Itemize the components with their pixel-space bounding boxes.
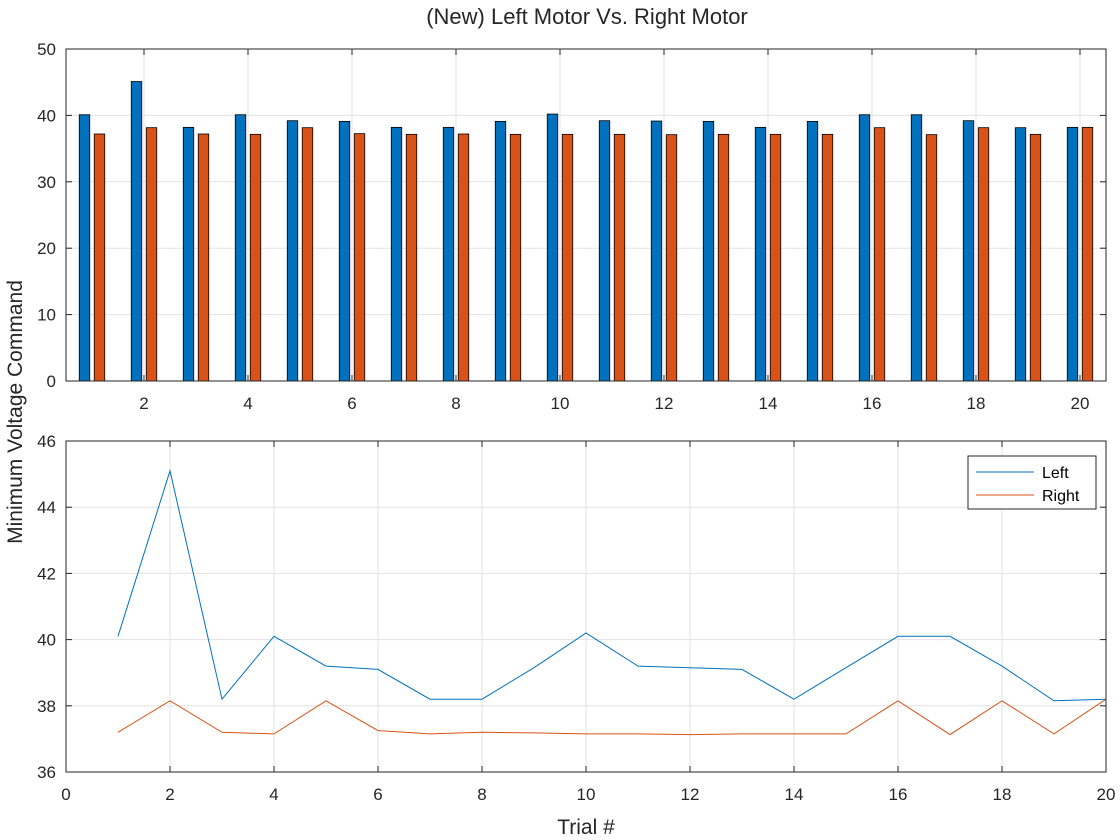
axes-box xyxy=(65,48,1107,382)
x-tick-label: 2 xyxy=(139,394,148,413)
y-tick-label: 0 xyxy=(47,372,56,391)
bar xyxy=(650,120,663,382)
y-tick-label: 50 xyxy=(37,40,56,59)
bar-plot: 2 4 6 8 10 12 14 16 18 20 0 10 20 30 40 50 xyxy=(37,40,1107,413)
x-tick-label: 8 xyxy=(477,785,486,804)
y-tick-label: 40 xyxy=(37,106,56,125)
bar xyxy=(249,133,262,382)
plot-area xyxy=(66,49,1106,381)
bar xyxy=(613,133,626,382)
x-tick-label: 18 xyxy=(967,394,986,413)
bar xyxy=(1081,126,1094,382)
bar xyxy=(78,114,91,382)
bar xyxy=(1014,127,1027,382)
legend-label-left: Left xyxy=(1042,465,1069,482)
x-tick-label: 6 xyxy=(347,394,356,413)
x-tick-label: 10 xyxy=(551,394,570,413)
x-tick-label: 6 xyxy=(373,785,382,804)
x-tick-label: 20 xyxy=(1097,785,1116,804)
x-tick-label: 10 xyxy=(577,785,596,804)
bar xyxy=(405,133,418,382)
x-axis-label: Trial # xyxy=(557,816,615,839)
x-tick-label: 16 xyxy=(889,785,908,804)
bar xyxy=(494,120,507,382)
x-tick-label: 0 xyxy=(61,785,70,804)
bar xyxy=(509,133,522,382)
bar xyxy=(717,133,730,382)
bar xyxy=(286,120,299,382)
y-tick-label: 44 xyxy=(37,498,56,517)
bar xyxy=(977,127,990,382)
bar xyxy=(390,126,403,382)
y-tick-label: 40 xyxy=(37,631,56,650)
bar xyxy=(301,127,314,382)
bar xyxy=(145,127,158,382)
y-tick-label: 38 xyxy=(37,697,56,716)
bar xyxy=(546,113,559,382)
bar xyxy=(234,114,247,382)
y-tick-label: 30 xyxy=(37,173,56,192)
bar xyxy=(598,120,611,382)
bar xyxy=(1029,133,1042,382)
x-tick-label: 18 xyxy=(993,785,1012,804)
bar xyxy=(962,120,975,382)
x-tick-label: 12 xyxy=(655,394,674,413)
bar xyxy=(769,133,782,382)
series-line-left xyxy=(117,468,1107,702)
y-tick-label: 46 xyxy=(37,432,56,451)
legend: Left Right xyxy=(967,455,1097,510)
x-tick-label: 14 xyxy=(785,785,804,804)
bar xyxy=(442,126,455,382)
bar xyxy=(754,126,767,382)
bar xyxy=(821,133,834,382)
bar xyxy=(353,133,366,382)
bar xyxy=(182,126,195,382)
bar xyxy=(910,114,923,382)
y-tick-label: 20 xyxy=(37,239,56,258)
legend-box xyxy=(967,455,1097,510)
bar xyxy=(561,133,574,382)
x-tick-label: 4 xyxy=(243,394,252,413)
bar xyxy=(873,127,886,382)
bar xyxy=(858,114,871,382)
x-tick-label: 20 xyxy=(1071,394,1090,413)
legend-label-right: Right xyxy=(1042,488,1080,505)
x-tick-label: 8 xyxy=(451,394,460,413)
y-tick-label: 36 xyxy=(37,763,56,782)
x-tick-label: 2 xyxy=(165,785,174,804)
y-tick-label: 10 xyxy=(37,306,56,325)
y-axis-label: Minimum Voltage Command xyxy=(4,280,27,544)
bar xyxy=(338,120,351,382)
y-tick-label: 42 xyxy=(37,564,56,583)
series-line-right xyxy=(117,698,1107,736)
bar xyxy=(702,120,715,382)
chart-title: (New) Left Motor Vs. Right Motor xyxy=(426,4,748,29)
bar xyxy=(806,120,819,382)
bar xyxy=(665,134,678,382)
x-tick-label: 16 xyxy=(863,394,882,413)
x-tick-label: 12 xyxy=(681,785,700,804)
bar xyxy=(130,81,143,382)
bar xyxy=(925,134,938,382)
bar xyxy=(93,133,106,382)
bar xyxy=(1066,126,1079,382)
x-tick-label: 14 xyxy=(759,394,778,413)
bar xyxy=(457,133,470,382)
x-tick-label: 4 xyxy=(269,785,278,804)
bar xyxy=(197,133,210,382)
